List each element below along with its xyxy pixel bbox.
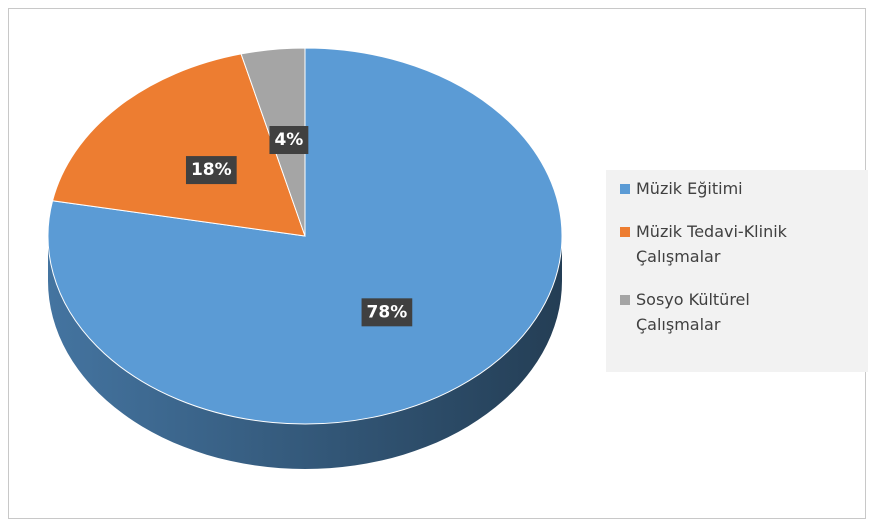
data-label-box: [361, 298, 413, 327]
data-label: 4%: [274, 130, 303, 150]
legend-label: Müzik Tedavi-Klinik Çalışmalar: [636, 222, 787, 266]
legend-swatch: [620, 227, 630, 237]
legend-entry: Sosyo Kültürel Çalışmalar: [620, 287, 860, 337]
legend-entry: Müzik Eğitimi: [620, 176, 860, 201]
legend-label: Sosyo Kültürel Çalışmalar: [636, 290, 750, 334]
legend: Müzik Eğitimi Müzik Tedavi-Klinik Çalışma…: [606, 170, 868, 372]
legend-label: Müzik Eğitimi: [636, 179, 743, 198]
legend-swatch: [620, 295, 630, 305]
data-label: 78%: [367, 302, 408, 322]
legend-entry: Müzik Tedavi-Klinik Çalışmalar: [620, 219, 860, 269]
data-label-box: [185, 156, 237, 185]
data-label-box: [269, 126, 309, 155]
legend-swatch: [620, 184, 630, 194]
slice: [51, 53, 306, 237]
data-label: 18%: [191, 160, 232, 180]
slice-side: [48, 236, 562, 469]
